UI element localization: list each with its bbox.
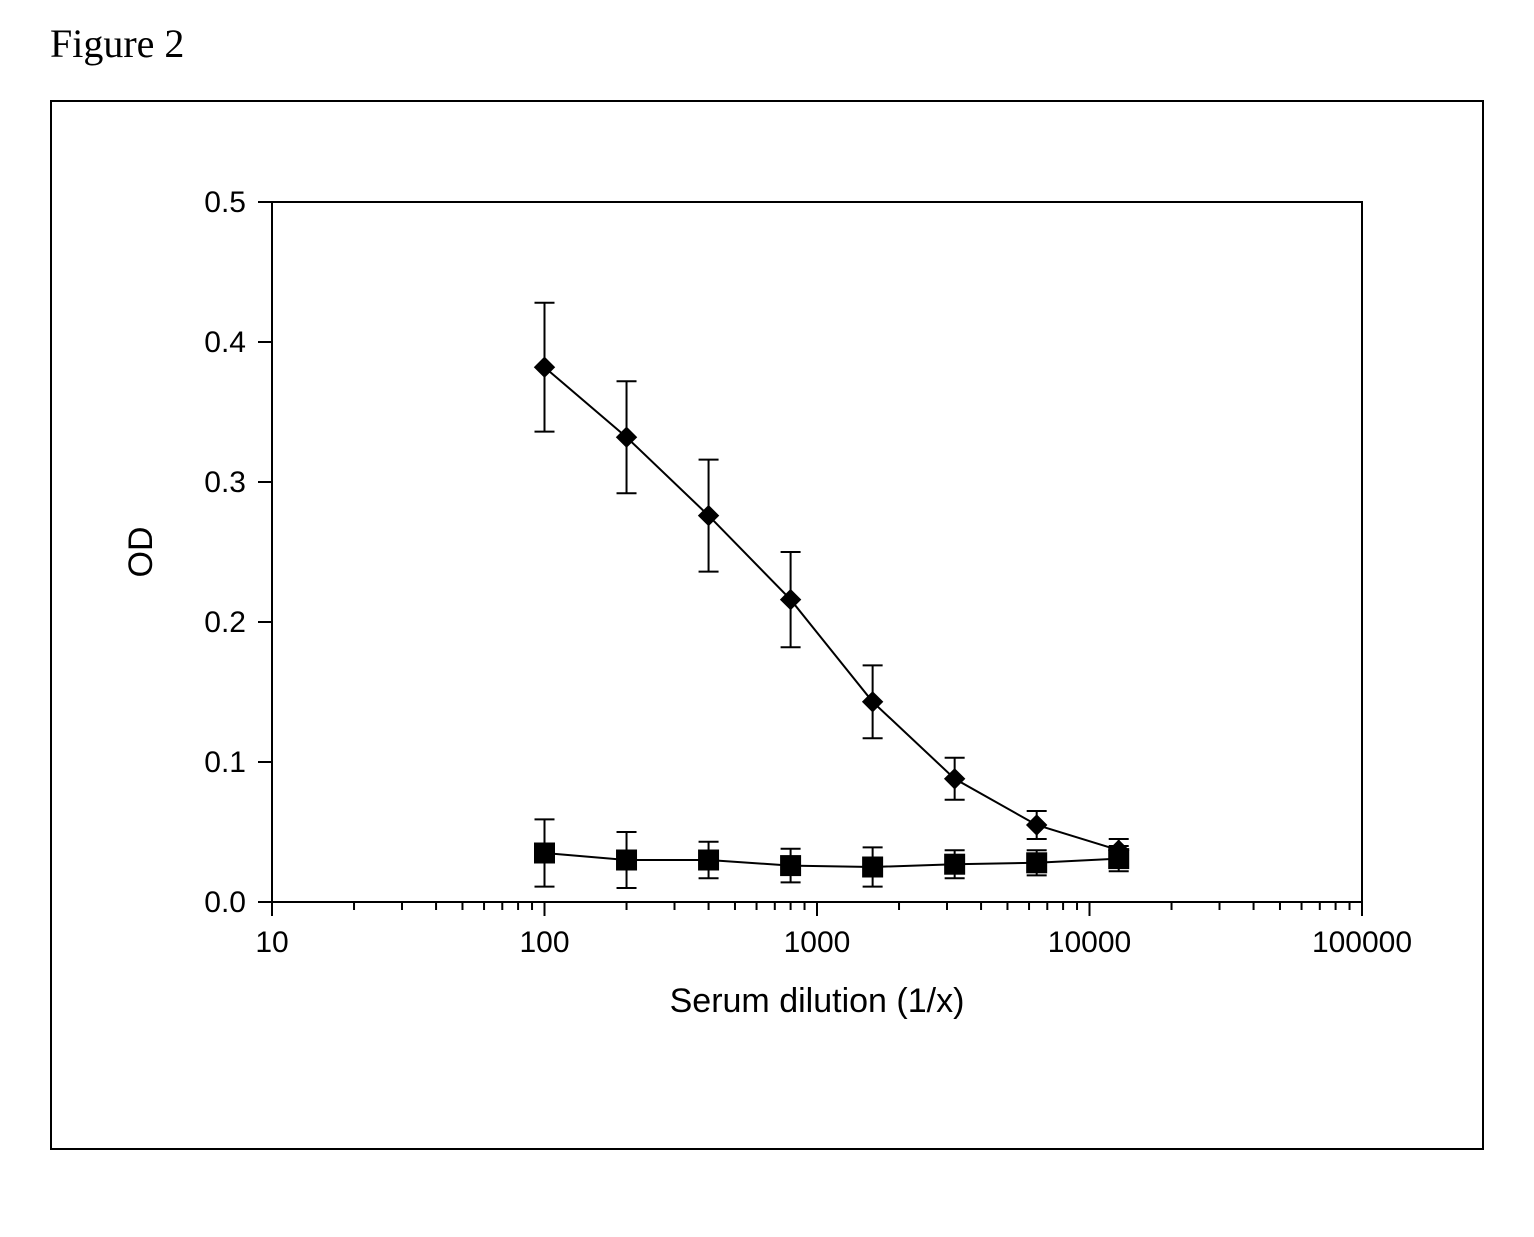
chart-outer-border: 10 100 1000 10000 100000 Serum dilution (1/x)… — [50, 100, 1484, 1150]
svg-text:100000: 100000 — [1312, 926, 1412, 959]
svg-text:10: 10 — [255, 926, 288, 959]
svg-text:100: 100 — [519, 926, 569, 959]
svg-text:10000: 10000 — [1048, 926, 1131, 959]
svg-text:0.5: 0.5 — [204, 186, 246, 219]
svg-text:0.2: 0.2 — [204, 606, 246, 639]
svg-text:0.0: 0.0 — [204, 886, 246, 919]
chart-svg: 10 100 1000 10000 100000 Serum dilution (1/x)… — [52, 102, 1482, 1148]
svg-text:0.3: 0.3 — [204, 466, 246, 499]
svg-text:0.1: 0.1 — [204, 746, 246, 779]
svg-text:1000: 1000 — [784, 926, 851, 959]
svg-text:OD: OD — [122, 527, 160, 578]
svg-text:0.4: 0.4 — [204, 326, 246, 359]
page: Figure 2 10 100 1000 10000 100000 Serum dilut… — [0, 0, 1534, 1237]
svg-text:Serum dilution (1/x): Serum dilution (1/x) — [670, 982, 965, 1020]
figure-caption: Figure 2 — [50, 20, 184, 67]
